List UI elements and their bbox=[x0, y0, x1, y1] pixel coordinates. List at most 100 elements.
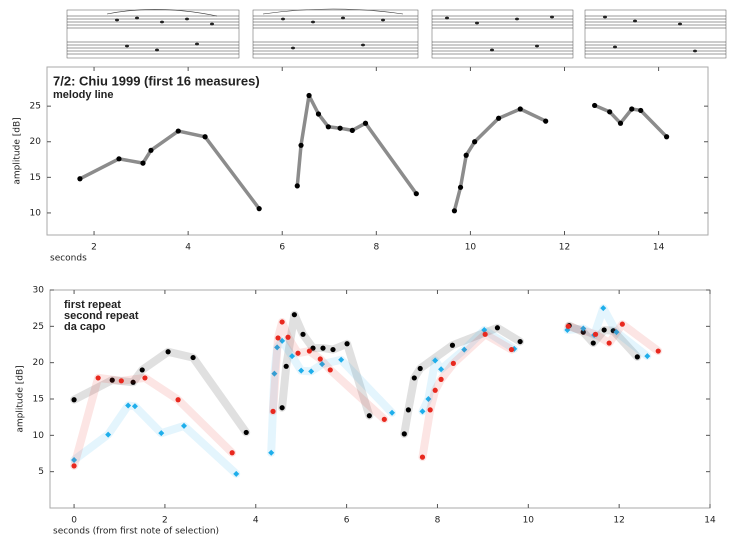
data-point bbox=[317, 356, 323, 362]
data-point bbox=[139, 367, 145, 373]
data-point bbox=[275, 335, 281, 341]
data-point bbox=[271, 370, 278, 377]
data-point bbox=[71, 397, 77, 403]
data-point bbox=[291, 312, 297, 318]
data-point bbox=[411, 375, 417, 381]
data-point bbox=[601, 327, 607, 333]
data-point bbox=[175, 128, 181, 134]
y-tick-label: 15 bbox=[30, 173, 41, 183]
x-tick-label: 12 bbox=[559, 243, 570, 253]
score-system bbox=[252, 8, 419, 59]
data-point bbox=[243, 429, 249, 436]
data-point bbox=[438, 366, 445, 373]
y-tick-label: 20 bbox=[33, 358, 45, 368]
score-system bbox=[66, 9, 240, 59]
data-point bbox=[310, 345, 316, 351]
y-axis-label: amplitude [dB] bbox=[16, 365, 26, 432]
data-point bbox=[461, 346, 468, 353]
x-axis-label: seconds (from first note of selection) bbox=[53, 527, 219, 537]
data-point bbox=[190, 354, 196, 361]
data-point bbox=[419, 454, 426, 460]
data-point bbox=[268, 449, 275, 456]
y-tick-label: 5 bbox=[38, 467, 44, 477]
data-point bbox=[366, 413, 372, 419]
data-point bbox=[517, 106, 523, 112]
x-tick-label: 8 bbox=[373, 243, 379, 253]
data-point bbox=[180, 422, 187, 429]
data-point bbox=[438, 376, 444, 382]
data-point bbox=[131, 403, 138, 410]
x-tick-label: 4 bbox=[253, 516, 259, 526]
y-tick-label: 30 bbox=[33, 286, 45, 296]
data-point bbox=[401, 431, 407, 437]
data-point bbox=[279, 337, 286, 344]
y-tick-label: 25 bbox=[30, 102, 41, 112]
x-tick-label: 4 bbox=[185, 243, 191, 253]
data-point bbox=[457, 184, 464, 190]
data-point bbox=[233, 470, 240, 477]
data-point bbox=[95, 375, 101, 381]
data-point bbox=[606, 340, 612, 346]
data-point bbox=[425, 396, 432, 402]
data-point bbox=[283, 363, 289, 369]
data-point bbox=[349, 127, 355, 133]
data-point bbox=[327, 367, 333, 373]
x-tick-label: 8 bbox=[435, 516, 441, 526]
data-point bbox=[202, 134, 208, 140]
data-point bbox=[638, 107, 644, 114]
data-point bbox=[344, 341, 350, 347]
data-point bbox=[165, 349, 171, 355]
y-tick-label: 10 bbox=[30, 208, 42, 218]
x-tick-label: 14 bbox=[704, 516, 716, 526]
x-tick-label: 10 bbox=[523, 516, 535, 526]
data-point bbox=[580, 329, 586, 335]
data-point bbox=[450, 360, 456, 366]
data-point bbox=[629, 106, 635, 112]
data-point bbox=[140, 160, 146, 166]
data-point bbox=[325, 124, 331, 130]
data-point bbox=[417, 365, 423, 372]
data-point bbox=[543, 118, 549, 124]
data-point bbox=[655, 348, 661, 354]
data-point bbox=[617, 120, 624, 126]
data-point bbox=[634, 354, 640, 360]
data-point bbox=[319, 361, 326, 368]
y-tick-label: 15 bbox=[33, 395, 44, 405]
data-point bbox=[125, 402, 132, 409]
data-point bbox=[590, 340, 596, 346]
data-point bbox=[481, 326, 488, 333]
data-point bbox=[158, 430, 165, 437]
x-tick-label: 2 bbox=[91, 243, 97, 253]
data-point bbox=[389, 409, 396, 416]
data-point bbox=[565, 323, 571, 329]
data-point bbox=[592, 331, 599, 337]
legend-label: first repeat bbox=[64, 299, 121, 311]
data-point bbox=[308, 368, 315, 375]
data-point bbox=[644, 353, 651, 360]
data-point bbox=[285, 334, 291, 340]
data-point bbox=[320, 345, 326, 351]
data-point bbox=[362, 120, 369, 126]
x-tick-label: 6 bbox=[279, 243, 285, 253]
y-axis-label: amplitude [dB] bbox=[13, 117, 23, 184]
x-tick-label: 2 bbox=[162, 516, 168, 526]
data-point bbox=[148, 147, 154, 153]
data-point bbox=[338, 356, 345, 363]
data-point bbox=[118, 378, 124, 384]
y-tick-label: 20 bbox=[30, 137, 42, 147]
x-tick-label: 14 bbox=[653, 243, 665, 253]
data-point bbox=[432, 357, 439, 364]
data-point bbox=[298, 142, 304, 148]
plot-frame bbox=[46, 66, 709, 236]
x-axis-label: seconds bbox=[50, 254, 87, 264]
data-point bbox=[315, 111, 322, 117]
data-point bbox=[279, 319, 285, 325]
data-point bbox=[279, 405, 285, 411]
data-point bbox=[109, 377, 115, 383]
data-point bbox=[71, 463, 77, 469]
data-point bbox=[71, 457, 78, 464]
data-point bbox=[449, 342, 456, 348]
data-point bbox=[270, 408, 276, 414]
data-point bbox=[229, 450, 235, 456]
legend-label: da capo bbox=[64, 321, 106, 333]
